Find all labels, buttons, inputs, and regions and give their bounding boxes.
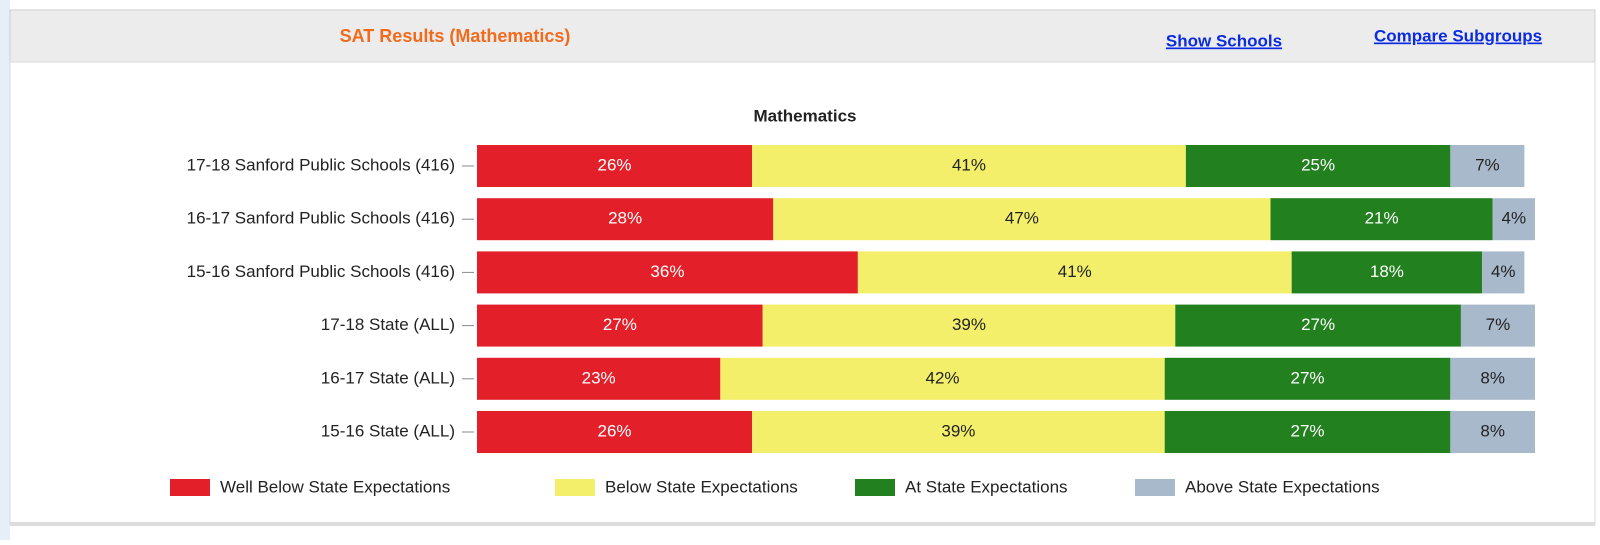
bar-segment: [1492, 198, 1535, 241]
legend-label: At State Expectations: [905, 477, 1068, 496]
value-label: 26%: [598, 155, 632, 174]
bar-segment: [1450, 357, 1535, 400]
value-label: 47%: [1005, 209, 1039, 228]
header-bar: [9, 9, 1596, 63]
value-label: 8%: [1480, 421, 1505, 440]
value-label: 39%: [941, 421, 975, 440]
bar-segment: [477, 304, 763, 347]
bar-segment: [752, 411, 1165, 453]
value-label: 42%: [926, 368, 960, 387]
bar-segment: [1270, 198, 1493, 241]
value-label: 25%: [1301, 155, 1335, 174]
bar-segment: [477, 357, 721, 400]
bar-segment: [477, 411, 753, 453]
bar-segment: [773, 198, 1271, 241]
value-label: 36%: [650, 262, 684, 281]
bar-segment: [1450, 411, 1535, 453]
value-label: 28%: [608, 209, 642, 228]
value-label: 4%: [1502, 209, 1527, 228]
legend-swatch: [555, 479, 595, 496]
category-label: 15-16 State (ALL): [321, 421, 455, 440]
category-label: 17-18 Sanford Public Schools (416): [187, 155, 455, 174]
category-label: 16-17 Sanford Public Schools (416): [187, 209, 455, 228]
bar-segment: [477, 251, 858, 294]
legend-swatch: [855, 479, 895, 496]
bar-segment: [477, 198, 774, 241]
value-label: 27%: [1291, 368, 1325, 387]
category-label: 15-16 Sanford Public Schools (416): [187, 262, 455, 281]
bar-segment: [1482, 251, 1525, 294]
legend-swatch: [1135, 479, 1175, 496]
value-label: 41%: [952, 155, 986, 174]
compare-subgroups-link[interactable]: Compare Subgroups: [1374, 26, 1542, 45]
value-label: 27%: [1301, 315, 1335, 334]
bar-segment: [1291, 251, 1483, 294]
legend-label: Below State Expectations: [605, 477, 798, 496]
bar-segment: [752, 145, 1186, 187]
value-label: 27%: [603, 315, 637, 334]
legend-label: Well Below State Expectations: [220, 477, 450, 496]
show-schools-link[interactable]: Show Schools: [1166, 31, 1282, 50]
value-label: 7%: [1486, 315, 1511, 334]
value-label: 18%: [1370, 262, 1404, 281]
value-label: 41%: [1058, 262, 1092, 281]
value-label: 7%: [1475, 155, 1500, 174]
legend-swatch: [170, 479, 210, 496]
bar-segment: [762, 304, 1176, 347]
bar-segment: [1164, 411, 1451, 453]
category-label: 16-17 State (ALL): [321, 368, 455, 387]
header-title: SAT Results (Mathematics): [340, 26, 571, 46]
bar-segment: [857, 251, 1292, 294]
bar-segment: [720, 357, 1165, 400]
bar-segment: [1175, 304, 1461, 347]
bar-segment: [1164, 357, 1451, 400]
bar-segment: [1460, 304, 1535, 347]
value-label: 26%: [598, 421, 632, 440]
value-label: 27%: [1291, 421, 1325, 440]
category-label: 17-18 State (ALL): [321, 315, 455, 334]
panel-shadow: [10, 522, 1595, 526]
bar-segment: [1185, 145, 1451, 187]
value-label: 8%: [1480, 368, 1505, 387]
value-label: 21%: [1365, 209, 1399, 228]
value-label: 23%: [582, 368, 616, 387]
bar-segment: [477, 145, 753, 187]
value-label: 39%: [952, 315, 986, 334]
legend-label: Above State Expectations: [1185, 477, 1380, 496]
bar-segment: [1450, 145, 1525, 187]
side-strip: [0, 0, 10, 540]
chart-title: Mathematics: [754, 106, 857, 125]
value-label: 4%: [1491, 262, 1516, 281]
